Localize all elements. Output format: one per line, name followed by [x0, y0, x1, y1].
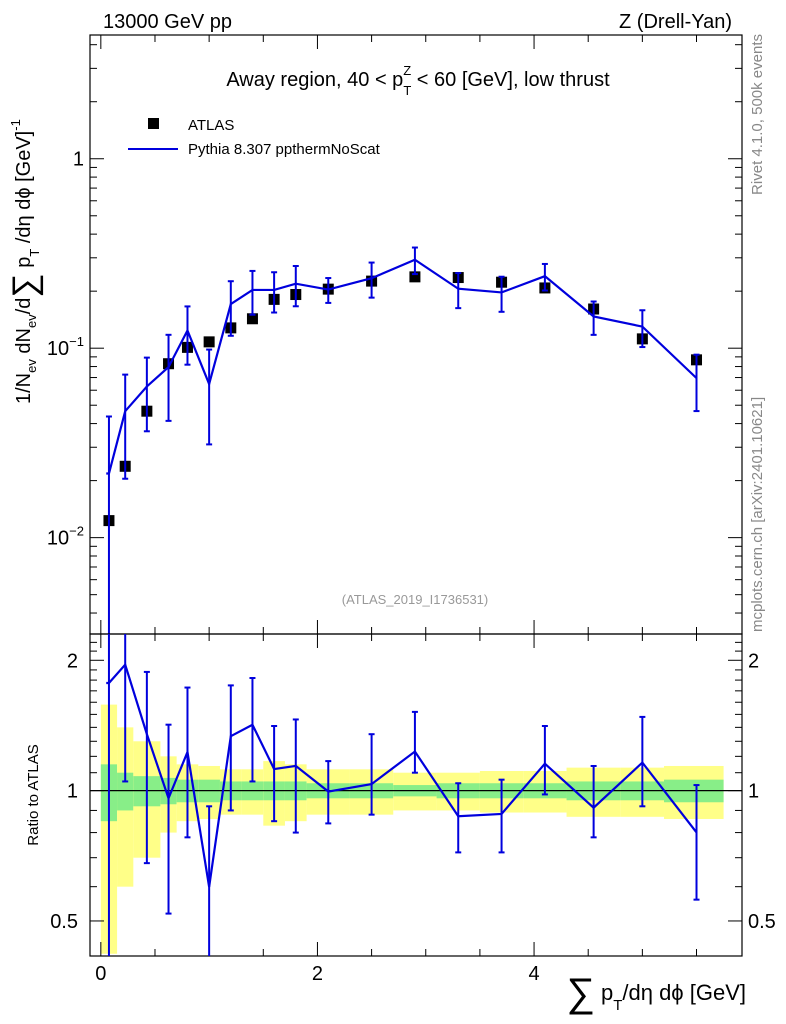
header-collision-label: 13000 GeV pp: [103, 11, 232, 33]
main-y-tick-label: 1: [73, 149, 84, 171]
atlas-data-point: [204, 336, 215, 347]
main-y-axis-label: 1/Nev dNev/d∑ pT /dη dϕ [GeV]-1: [6, 119, 44, 404]
mc-line: [106, 260, 696, 474]
mc-curve: [106, 248, 700, 634]
chart-canvas: 13000 GeV pp Z (Drell-Yan) Rivet 4.1.0, …: [0, 0, 786, 1024]
main-y-tick-label: 10−2: [47, 524, 84, 550]
main-panel: 1 10−1 10−2 Away region, 40 < pTZ < 60 [Ge…: [6, 35, 742, 634]
ratio-y-axis-label: Ratio to ATLAS: [25, 744, 42, 845]
ratio-y-tick-label-left: 2: [67, 650, 78, 672]
main-y-tick-label: 10−1: [47, 334, 84, 360]
x-tick-label: 0: [95, 963, 106, 985]
x-axis-label: ∑ pT/dη dϕ [GeV]: [566, 971, 746, 1015]
x-tick-label: 4: [528, 963, 539, 985]
ratio-y-tick-label-left: 0.5: [50, 911, 78, 933]
ratio-y-tick-label-right: 2: [748, 650, 759, 672]
analysis-id-label: (ATLAS_2019_I1736531): [342, 592, 488, 607]
plot-title: Away region, 40 < pTZ < 60 [GeV], low th…: [226, 63, 610, 98]
ratio-y-tick-label-right: 0.5: [748, 911, 776, 933]
x-tick-label: 2: [312, 963, 323, 985]
legend-atlas-label: ATLAS: [188, 117, 234, 134]
mcplots-url-label: mcplots.cern.ch [arXiv:2401.10621]: [749, 397, 766, 632]
header-process-label: Z (Drell-Yan): [619, 11, 732, 33]
data-points: [103, 271, 702, 526]
ratio-panel: 0.5 0.5 1 1 2 2 0 2 4 Ratio to ATLAS: [25, 634, 776, 985]
legend-mc-label: Pythia 8.307 ppthermNoScat: [188, 141, 381, 158]
rivet-version-label: Rivet 4.1.0, 500k events: [749, 34, 766, 195]
ratio-y-tick-label-right: 1: [748, 781, 759, 803]
legend-atlas-marker: [148, 118, 159, 129]
ratio-y-tick-label-left: 1: [67, 781, 78, 803]
